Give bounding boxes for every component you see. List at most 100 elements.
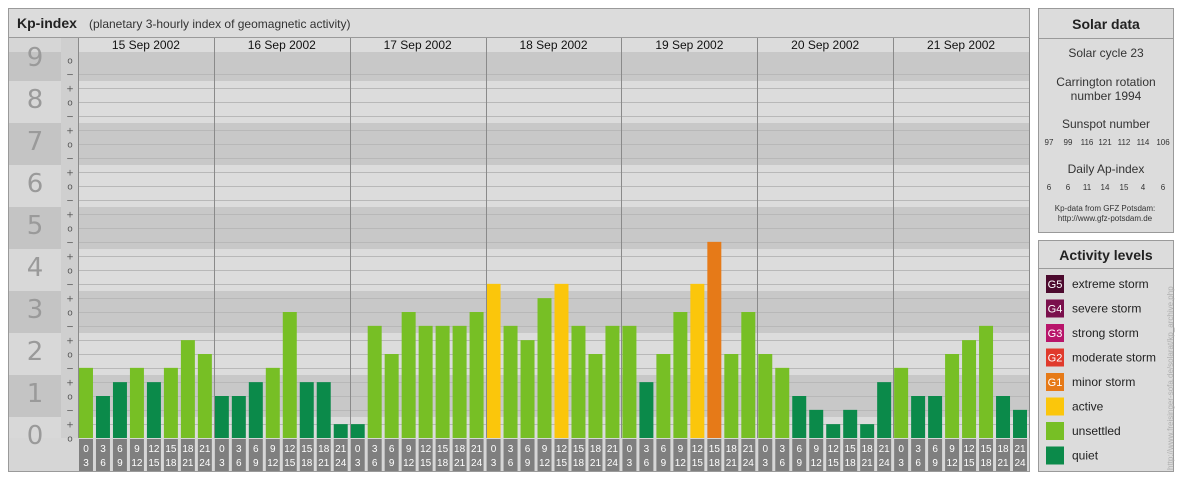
hour-cell [673,439,688,471]
hour-cell [214,439,229,471]
hour-label-start: 3 [644,444,650,455]
sub-tick: − [66,323,74,333]
kp-bar [911,396,926,438]
hour-cell [163,439,178,471]
y-band-5 [9,207,61,249]
hour-label-start: 9 [406,444,412,455]
hour-label-end: 3 [219,458,225,469]
kp-bar [112,382,127,438]
hour-label-end: 21 [997,458,1009,469]
hour-cell [724,439,739,471]
hour-cell [792,439,807,471]
hour-label-start: 21 [1014,444,1026,455]
legend-swatch [1046,324,1064,342]
hour-cell [554,439,569,471]
hour-label-end: 12 [947,458,959,469]
hour-label-end: 18 [573,458,585,469]
legend-label: minor storm [1072,375,1135,389]
kp-bar [809,409,824,438]
hour-cell [639,439,654,471]
hour-cell [758,439,773,471]
legend-label: severe storm [1072,302,1141,316]
hour-label-end: 24 [199,458,211,469]
hour-cell [826,439,841,471]
hour-cell [180,439,195,471]
sub-tick: o [67,99,73,109]
hour-cell [486,439,501,471]
hour-label-end: 12 [131,458,143,469]
kp-bar [282,312,297,438]
corner-bg [9,438,78,471]
hour-cell [605,439,620,471]
sub-tick: + [66,337,74,347]
hour-label-end: 18 [845,458,857,469]
ap-values: 6 6 11 14 15 4 6 [1047,183,1166,192]
gridlines [78,74,1029,425]
band-9 [78,52,1029,81]
hour-cell [775,439,790,471]
sub-tick: − [66,365,74,375]
hour-label-end: 3 [762,458,768,469]
solar-value: 106 [1156,138,1170,147]
kp-bar [860,424,875,438]
hour-cell [435,439,450,471]
kp-bar [197,354,212,438]
hour-label-end: 24 [607,458,619,469]
kp-bar [129,367,144,438]
hour-label-end: 18 [980,458,992,469]
kp-bar [724,354,739,438]
kp-bar [265,367,280,438]
kp-bar [843,409,858,438]
hour-cell [384,439,399,471]
hour-cell [333,439,348,471]
hour-cell [962,439,977,471]
hour-label-end: 18 [301,458,313,469]
hour-label-start: 0 [355,444,361,455]
hour-label-end: 6 [372,458,378,469]
hour-cell [622,439,637,471]
hour-label-start: 3 [236,444,242,455]
legend-title: Activity levels [1059,247,1153,263]
sub-tick: + [66,127,74,137]
kp-bar [316,382,331,438]
hour-cell [860,439,875,471]
sub-tick: o [67,141,73,151]
sub-tick: − [66,71,74,81]
date-row [78,38,1029,52]
hour-cell [418,439,433,471]
kp-bar [979,325,994,438]
solar-value: 114 [1137,138,1150,147]
hour-label-end: 12 [403,458,415,469]
kp-bar [520,340,535,438]
kp-bar [401,312,416,438]
kp-bar [452,325,467,438]
hour-label-end: 18 [709,458,721,469]
hour-cell [469,439,484,471]
hour-label-start: 9 [813,444,819,455]
kp-bar [945,354,960,438]
hour-cell [996,439,1011,471]
kp-bar [95,396,110,438]
legend-swatch [1046,299,1064,318]
y-tick-label: 0 [27,421,44,451]
band-0 [78,417,1029,438]
kp-bar [571,325,586,438]
legend-label: active [1072,400,1104,414]
hour-cell [503,439,518,471]
kp-bar [928,396,943,438]
hour-label-end: 3 [491,458,497,469]
kp-bar [486,283,501,438]
hour-label-end: 18 [165,458,177,469]
sub-tick: o [67,57,73,67]
hour-label-end: 9 [932,458,938,469]
hour-label-end: 21 [726,458,738,469]
solar-value: 121 [1098,138,1112,147]
hour-label-start: 9 [542,444,548,455]
hour-label-start: 3 [372,444,378,455]
legend-swatch [1046,275,1064,293]
day-label: 20 Sep 2002 [791,38,859,52]
legend-badge: G3 [1048,328,1063,340]
hour-label-start: 18 [997,444,1009,455]
kp-bar [146,382,161,438]
